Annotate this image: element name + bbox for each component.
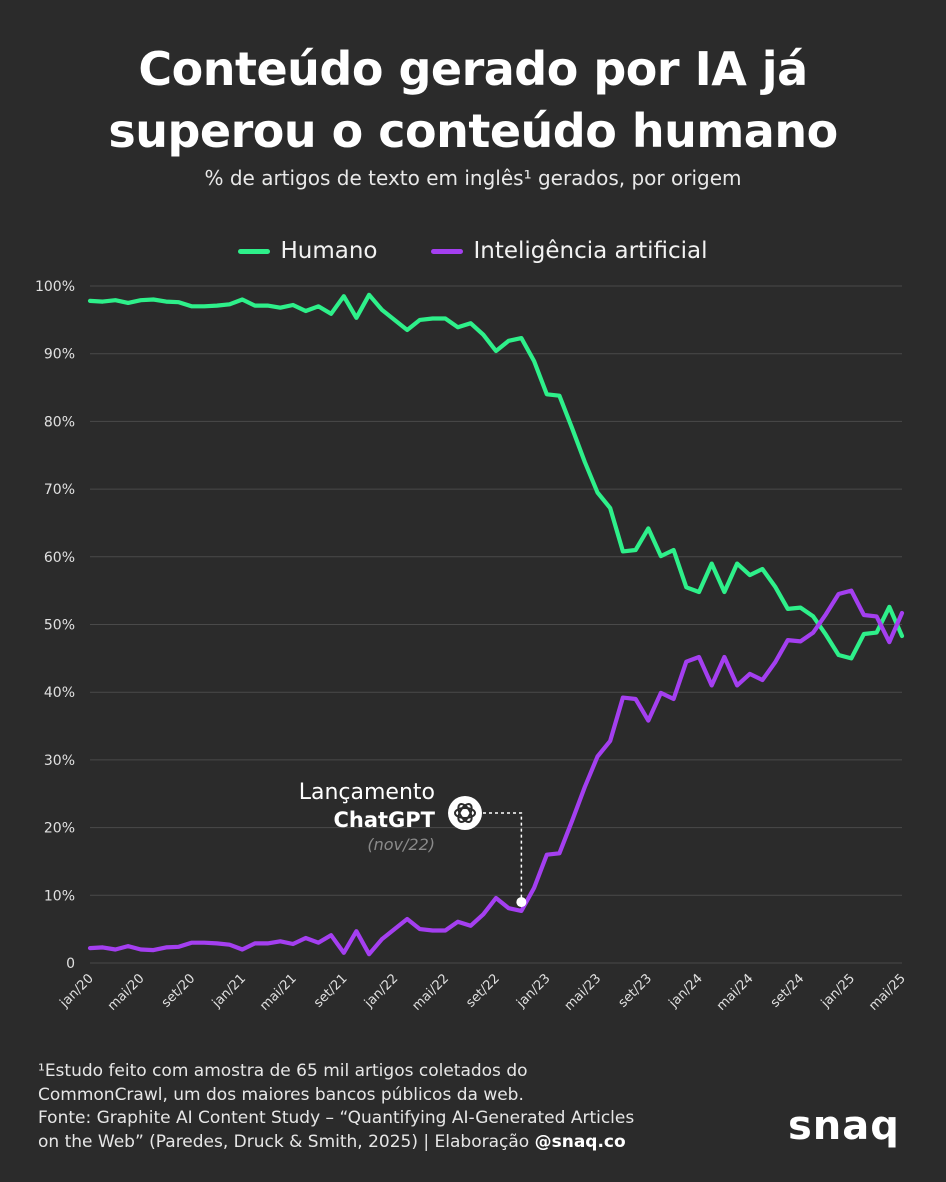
y-tick-label: 30% xyxy=(44,753,75,769)
x-tick-label: set/24 xyxy=(768,971,807,1010)
footnote-line-1: ¹Estudo feito com amostra de 65 mil arti… xyxy=(38,1061,528,1081)
x-tick-label: jan/25 xyxy=(818,971,858,1011)
x-tick-label: set/22 xyxy=(463,971,502,1010)
x-tick-label: mai/23 xyxy=(562,971,605,1014)
y-tick-label: 80% xyxy=(44,414,75,430)
x-tick-label: mai/21 xyxy=(257,971,300,1014)
x-tick-label: jan/21 xyxy=(209,971,249,1011)
source-text: on the Web” (Paredes, Druck & Smith, 202… xyxy=(38,1131,535,1152)
legend-swatch-ai xyxy=(431,248,464,254)
subtitle: % de artigos de texto em inglês¹ gerados… xyxy=(204,166,742,190)
x-tick-label: mai/20 xyxy=(105,971,148,1014)
x-tick-label: set/20 xyxy=(159,971,198,1010)
source-line-1: Fonte: Graphite AI Content Study – “Quan… xyxy=(38,1108,635,1128)
legend-swatch-human xyxy=(238,248,271,254)
annotation-label-line-2: ChatGPT xyxy=(333,808,435,832)
x-tick-label: mai/25 xyxy=(866,971,909,1014)
x-tick-label: mai/24 xyxy=(714,971,757,1014)
series-line-ai xyxy=(87,588,905,957)
chatgpt-icon-petal xyxy=(454,807,476,819)
legend-label-human: Humano xyxy=(280,238,378,264)
annotation-point xyxy=(516,897,527,908)
y-tick-label: 70% xyxy=(44,482,75,498)
y-tick-label: 20% xyxy=(44,821,75,837)
x-tick-label: jan/20 xyxy=(57,971,97,1011)
chart-legend: Humano Inteligência artificial xyxy=(0,238,946,264)
chatgpt-icon-petal xyxy=(457,802,473,824)
annotation-label-line-1: Lançamento xyxy=(299,780,435,805)
series-line-human xyxy=(87,292,905,661)
x-tick-label: set/21 xyxy=(311,971,350,1010)
annotation-label-line-3: (nov/22) xyxy=(367,835,435,854)
y-tick-label: 0 xyxy=(66,956,75,972)
y-tick-label: 100% xyxy=(35,279,75,295)
line-chart: 010%20%30%40%50%60%70%80%90%100%jan/20 ma… xyxy=(35,279,909,1014)
author-handle: @snaq.co xyxy=(534,1131,626,1152)
title-line-1: Conteúdo gerado por IA já xyxy=(138,42,808,96)
title-line-2: superou o conteúdo humano xyxy=(108,104,838,158)
page-title: Conteúdo gerado por IA já superou o cont… xyxy=(0,38,946,162)
footnote-line-2: CommonCrawl, um dos maiores bancos públi… xyxy=(38,1084,524,1105)
y-tick-label: 60% xyxy=(44,550,75,566)
y-tick-label: 90% xyxy=(44,347,75,363)
y-tick-label: 10% xyxy=(44,888,75,904)
x-tick-label: jan/23 xyxy=(513,971,553,1011)
x-tick-label: set/23 xyxy=(616,971,655,1010)
annotation-leader-line xyxy=(483,812,523,903)
chatgpt-icon-petal xyxy=(457,802,473,824)
source-line-2: on the Web” (Paredes, Druck & Smith, 202… xyxy=(38,1131,738,1155)
chatgpt-icon xyxy=(448,796,482,830)
x-tick-label: jan/22 xyxy=(361,971,401,1011)
legend-item-human: Humano xyxy=(238,238,377,264)
y-tick-label: 40% xyxy=(44,685,75,701)
y-tick-label: 50% xyxy=(44,618,75,634)
snaq-logo: snaq xyxy=(788,1103,900,1149)
x-tick-label: jan/24 xyxy=(666,971,706,1011)
footnote: ¹Estudo feito com amostra de 65 mil arti… xyxy=(38,1060,738,1154)
x-tick-label: mai/22 xyxy=(410,971,453,1014)
legend-label-ai: Inteligência artificial xyxy=(473,238,708,264)
legend-item-ai: Inteligência artificial xyxy=(431,238,708,264)
